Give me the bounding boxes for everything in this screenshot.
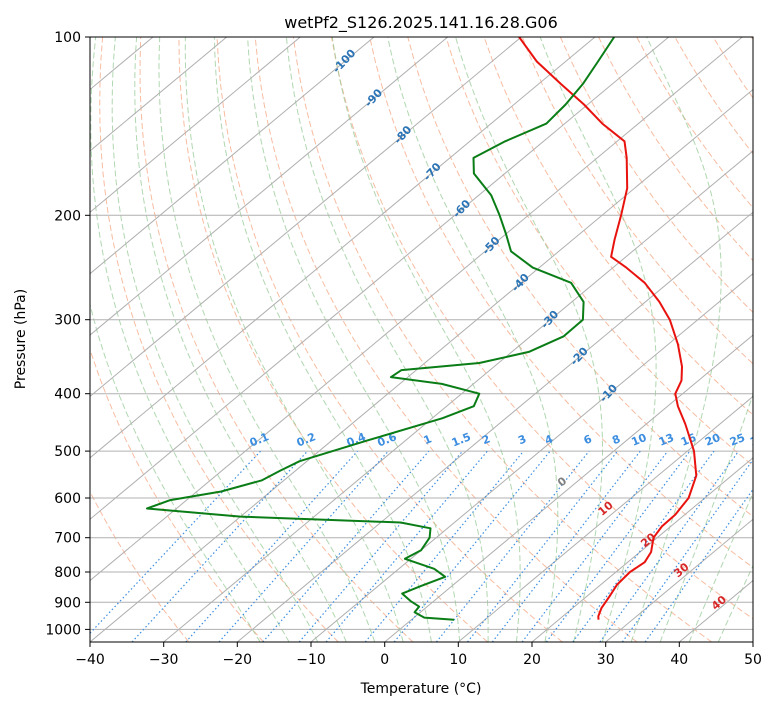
x-axis-label: Temperature (°C) <box>360 681 482 697</box>
mixing-ratio-label: 3 <box>516 432 528 447</box>
x-tick-label: 40 <box>670 652 688 668</box>
dry-adiabat-line <box>331 37 753 620</box>
moist-adiabat-line <box>455 37 603 642</box>
mixing-ratio-line <box>131 450 308 642</box>
dry-adiabats <box>90 37 753 642</box>
dry-adiabat-line <box>90 347 264 642</box>
mixing-ratio-label: 20 <box>703 431 722 449</box>
y-tick-label: 100 <box>54 30 81 46</box>
y-tick-label: 300 <box>54 313 81 329</box>
mixing-ratio-line <box>467 450 619 642</box>
isotherm-line <box>605 518 753 642</box>
plot-frame <box>89 36 754 643</box>
mixing-ratio-line <box>218 450 389 642</box>
moist-adiabat-line <box>717 564 753 642</box>
dry-adiabat-line <box>178 37 488 642</box>
isotherm-line <box>457 395 753 642</box>
isotherm-line <box>90 88 753 642</box>
mixing-ratio-label: 30 <box>748 431 767 449</box>
x-tick-label: −40 <box>75 652 105 668</box>
moist-adiabat-line <box>285 37 489 642</box>
grid <box>90 37 753 630</box>
y-tick-label: 900 <box>54 595 81 611</box>
mixing-ratio-line <box>298 450 464 642</box>
moist-adiabats <box>90 37 753 642</box>
mixing-ratio-line <box>435 450 590 642</box>
mixing-ratio-label: 16 <box>679 431 698 449</box>
mixing-ratio-line <box>185 450 358 642</box>
isotherm-line <box>310 273 753 642</box>
dry-adiabat-line <box>483 37 753 416</box>
moist-adiabat-line <box>111 37 319 642</box>
moist-adiabat-line <box>158 37 376 642</box>
dry-adiabat-line <box>369 37 753 569</box>
chart-title: wetPf2_S126.2025.141.16.28.G06 <box>284 13 558 33</box>
moist-adiabat-line <box>331 37 521 642</box>
x-axis: −40 −30 −20 −10 0 10 20 30 40 50 <box>75 642 762 668</box>
y-tick-label: 400 <box>54 387 81 403</box>
moist-adiabat-line <box>659 392 753 642</box>
mixing-ratio-label: 8 <box>610 432 622 447</box>
mixing-ratio-line <box>364 450 525 642</box>
isotherm-line <box>384 334 753 642</box>
moist-adiabat-line <box>688 491 753 642</box>
mixing-ratio-line <box>644 488 753 642</box>
y-tick-label: 700 <box>54 531 81 547</box>
dry-adiabat-line <box>254 37 638 642</box>
y-tick-label: 200 <box>54 208 81 224</box>
temperature-line <box>518 37 698 620</box>
isotherm-line <box>90 37 375 275</box>
moist-adiabat-line <box>630 37 722 642</box>
y-tick-label: 1000 <box>45 622 81 638</box>
isotherm-line <box>163 150 753 642</box>
isotherm-line <box>90 37 449 336</box>
x-tick-label: 30 <box>597 652 615 668</box>
isotherm-line <box>90 37 228 152</box>
x-tick-label: −20 <box>223 652 253 668</box>
x-tick-label: 10 <box>449 652 467 668</box>
mixing-ratio-label: 2 <box>480 432 492 447</box>
isotherm-line <box>90 37 301 213</box>
y-axis: 100 200 300 400 500 600 700 800 900 1000 <box>45 30 90 638</box>
mixing-ratio-label: 25 <box>728 431 747 449</box>
mixing-ratio-line <box>325 450 488 642</box>
isotherm-line <box>90 37 522 398</box>
moist-adiabat-line <box>90 37 290 642</box>
series-lines <box>146 37 698 621</box>
mixing-ratio-label: 13 <box>657 431 676 449</box>
dry-adiabat-line <box>445 37 753 467</box>
mixing-ratio-line <box>599 450 740 642</box>
moist-adiabat-line <box>90 302 261 642</box>
x-tick-label: −30 <box>149 652 179 668</box>
dry-adiabat-line <box>216 37 563 642</box>
dry-adiabat-line <box>139 37 414 642</box>
x-tick-label: 0 <box>380 652 389 668</box>
y-tick-label: 800 <box>54 565 81 581</box>
y-tick-label: 600 <box>54 491 81 507</box>
plot-area: -100-90-80-70-60-50-40-30-20-100.1 0.2 0.4… <box>90 37 767 642</box>
x-tick-label: 20 <box>523 652 541 668</box>
isotherm-line <box>90 37 670 520</box>
moist-adiabat-line <box>134 37 347 642</box>
mixing-ratio-line <box>491 450 641 642</box>
moist-adiabat-line <box>213 37 432 642</box>
dry-adiabat-line <box>99 37 339 642</box>
isotherm-lines <box>90 37 753 642</box>
mixing-ratio-label: 10 <box>629 431 648 449</box>
y-axis-label: Pressure (hPa) <box>13 289 29 389</box>
isotherm-line <box>236 211 753 642</box>
x-tick-label: 50 <box>744 652 762 668</box>
mixing-ratio-label: 1 <box>422 432 434 447</box>
x-tick-label: −10 <box>296 652 326 668</box>
dry-adiabat-line <box>292 37 712 642</box>
moist-adiabat-line <box>387 37 559 642</box>
mixing-ratio-lines <box>90 450 753 642</box>
mixing-ratio-line <box>521 450 669 642</box>
isotherm-line <box>90 37 596 459</box>
mixing-ratio-line <box>621 458 753 642</box>
y-tick-label: 500 <box>54 444 81 460</box>
mixing-ratio-line <box>393 450 551 642</box>
dewpoint-line <box>146 37 616 621</box>
